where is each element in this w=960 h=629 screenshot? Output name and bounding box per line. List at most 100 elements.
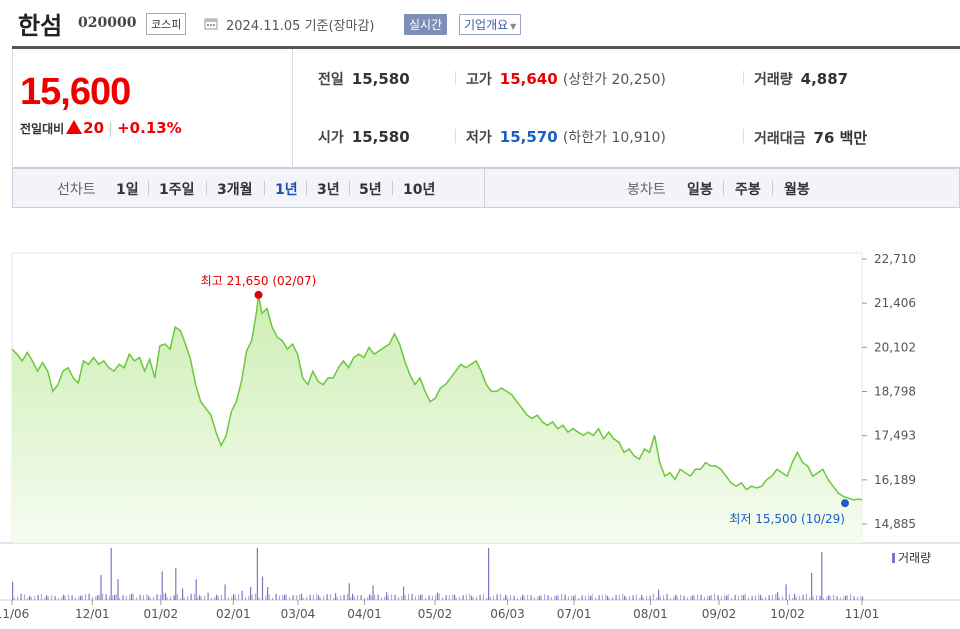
volume-bar	[469, 593, 471, 600]
volume-bar	[754, 595, 756, 600]
volume-bar	[836, 596, 838, 600]
volume-bar	[471, 595, 473, 600]
volume-bar	[489, 596, 491, 600]
volume-bar	[207, 592, 209, 600]
period-1y[interactable]: 1년	[275, 182, 298, 198]
y-axis-ticks: 22,710 21,406 20,102 18,798 17,493 16,189 14,8…	[862, 252, 916, 531]
x-tick-label: 05/02	[418, 607, 453, 621]
volume-bar	[23, 594, 25, 600]
volume-bar	[148, 595, 150, 600]
period-1d[interactable]: 1일	[116, 182, 139, 198]
period-3m[interactable]: 3개월	[217, 182, 253, 198]
volume-bar	[760, 594, 762, 600]
volume-bar	[401, 595, 403, 600]
volume-bar	[822, 597, 824, 600]
volume-bar	[727, 594, 729, 600]
market-badge: 코스피	[146, 13, 187, 35]
candle-daily[interactable]: 일봉	[687, 182, 713, 198]
volume-bar	[675, 594, 677, 600]
amount-value: 76 백만	[813, 129, 868, 147]
date-text: 2024.11.05 기준(장마감)	[226, 19, 375, 34]
volume-bar	[625, 597, 627, 600]
candle-monthly[interactable]: 월봉	[784, 182, 810, 198]
volume-bar	[437, 592, 439, 600]
volume-bar	[142, 595, 144, 600]
volume-bar	[115, 594, 117, 600]
volume-bar	[255, 593, 257, 600]
volume-bar	[761, 597, 763, 600]
volume-bar	[238, 594, 240, 600]
volume-bar	[556, 595, 558, 600]
y-tick-label: 18,798	[874, 385, 916, 399]
period-1w[interactable]: 1주일	[159, 182, 195, 198]
volume-bar	[397, 596, 399, 600]
volume-bar	[765, 596, 767, 600]
volume-bar	[615, 594, 617, 600]
volume-bar	[425, 597, 427, 600]
min-point-marker	[841, 499, 849, 508]
volume-bar	[350, 597, 352, 600]
upper-limit: (상한가 20,250)	[562, 72, 666, 88]
volume-bar	[105, 594, 107, 600]
volume-bar	[420, 594, 422, 600]
volume-bar	[100, 575, 102, 600]
volume-bar	[418, 595, 420, 600]
volume-bar	[482, 594, 484, 600]
min-annotation: 최저 15,500 (10/29)	[729, 512, 845, 526]
volume-bar	[30, 596, 32, 600]
volume-bar	[751, 595, 753, 600]
company-overview-label: 기업개요	[464, 18, 509, 32]
volume-bar	[624, 595, 626, 600]
volume-bar	[166, 597, 168, 600]
trade-amount: 거래대금 76 백만	[754, 127, 867, 148]
volume-bar	[856, 596, 858, 600]
period-5y[interactable]: 5년	[359, 182, 382, 198]
volume-bar	[812, 596, 814, 600]
volume-bar	[54, 596, 56, 600]
volume-bar	[573, 596, 575, 600]
change-percent: +0.13%	[117, 119, 182, 137]
volume-bar	[340, 595, 342, 600]
volume-bar	[829, 595, 831, 600]
volume-bar	[690, 596, 692, 600]
volume-bar	[170, 596, 172, 600]
volume-bar	[81, 595, 83, 600]
volume-bar	[843, 596, 845, 600]
volume-bar	[34, 595, 36, 600]
volume-bar	[591, 593, 593, 600]
volume-bar	[335, 593, 337, 600]
volume-bar	[275, 593, 277, 600]
volume-bar	[459, 596, 461, 600]
annotations: 최고 21,650 (02/07) 최저 15,500 (10/29)	[201, 274, 849, 526]
volume-bar	[37, 594, 39, 600]
volume-bar	[811, 572, 813, 600]
volume-bar	[301, 593, 303, 600]
volume-bar	[618, 594, 620, 600]
volume-bar	[40, 593, 42, 600]
period-10y[interactable]: 10년	[403, 182, 436, 198]
volume-bar	[595, 597, 597, 600]
volume-bar	[513, 595, 515, 600]
company-overview-button[interactable]: 기업개요 ▼	[459, 14, 522, 35]
volume-bar	[816, 595, 818, 600]
volume-bar	[578, 597, 580, 600]
volume-bar	[352, 593, 354, 600]
period-bar: 선차트 1일 1주일 3개월 1년 3년 5년 10년 봉차트 일봉 주봉 월봉	[12, 168, 960, 208]
volume-bar	[666, 593, 668, 600]
volume-bar	[46, 595, 48, 600]
volume-bar	[539, 595, 541, 600]
candle-weekly[interactable]: 주봉	[735, 182, 761, 198]
volume-bar	[778, 597, 780, 600]
volume-bar	[503, 597, 505, 600]
volume-bar	[360, 595, 362, 600]
volume-bar	[221, 594, 223, 600]
volume-bar	[846, 595, 848, 600]
volume-bar	[57, 597, 59, 600]
x-tick-label: 09/02	[702, 607, 737, 621]
volume-bar	[663, 595, 665, 600]
realtime-button[interactable]: 실시간	[404, 14, 448, 35]
volume-bar	[792, 597, 794, 600]
volume-bar	[256, 548, 258, 600]
period-3y[interactable]: 3년	[317, 182, 340, 198]
volume-bar	[693, 595, 695, 600]
